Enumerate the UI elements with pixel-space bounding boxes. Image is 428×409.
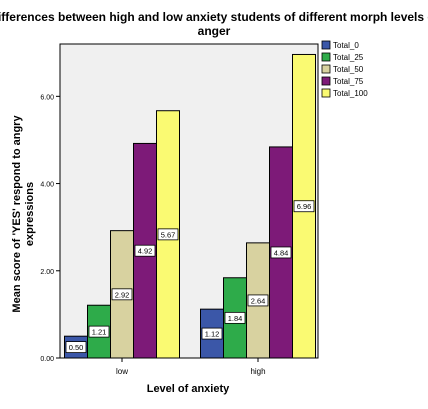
chart-title-line2: anger xyxy=(198,24,231,38)
legend-swatch xyxy=(321,76,331,86)
x-axis: low high xyxy=(116,358,266,376)
data-label: 4.84 xyxy=(274,248,289,257)
y-axis-label-line2: expressions xyxy=(24,182,36,246)
legend: Total_0 Total_25 Total_50 Total_75 Total_100 xyxy=(321,40,368,98)
y-tick-label: 6.00 xyxy=(40,94,54,101)
data-label-box xyxy=(157,228,179,241)
data-label-box xyxy=(88,325,110,338)
data-label: 1.12 xyxy=(205,330,220,339)
legend-label: Total_0 xyxy=(333,41,359,50)
data-label-box xyxy=(111,288,133,301)
legend-swatch xyxy=(321,52,331,62)
y-axis-label: Mean score of 'YES' respond to angry xyxy=(11,115,23,313)
data-label-box xyxy=(201,327,223,340)
data-label: 1.21 xyxy=(92,328,107,337)
data-labels: 0.50 1.21 2.92 4.92 5.67 1.12 1.84 2.64 4.84 6.96 xyxy=(65,200,315,353)
legend-label: Total_50 xyxy=(333,65,364,74)
y-tick-label: 2.00 xyxy=(40,269,54,276)
chart-title: Differences between high and low anxiety… xyxy=(0,10,428,24)
data-label: 2.64 xyxy=(251,296,266,305)
data-label: 4.92 xyxy=(138,247,153,256)
y-axis: 0.00 2.00 4.00 6.00 xyxy=(40,94,60,363)
x-tick-label-high: high xyxy=(250,367,265,376)
y-tick-label: 0.00 xyxy=(40,356,54,363)
data-label: 0.50 xyxy=(69,343,84,352)
x-axis-label: Level of anxiety xyxy=(147,383,230,395)
data-label: 1.84 xyxy=(228,314,243,323)
data-label: 5.67 xyxy=(161,230,176,239)
x-tick-label-low: low xyxy=(116,367,128,376)
legend-swatch xyxy=(321,40,331,50)
data-label-box xyxy=(270,246,292,259)
legend-label: Total_25 xyxy=(333,53,364,62)
data-label-box xyxy=(247,294,269,307)
data-label: 2.92 xyxy=(115,290,130,299)
legend-label: Total_100 xyxy=(333,89,368,98)
legend-swatch xyxy=(321,88,331,98)
data-label-box xyxy=(224,311,246,324)
y-tick-label: 4.00 xyxy=(40,182,54,189)
legend-swatch xyxy=(321,64,331,74)
data-label-box xyxy=(293,200,315,213)
data-label-box xyxy=(65,341,87,353)
data-label: 6.96 xyxy=(297,202,312,211)
data-label-box xyxy=(134,244,156,257)
legend-label: Total_75 xyxy=(333,77,364,86)
